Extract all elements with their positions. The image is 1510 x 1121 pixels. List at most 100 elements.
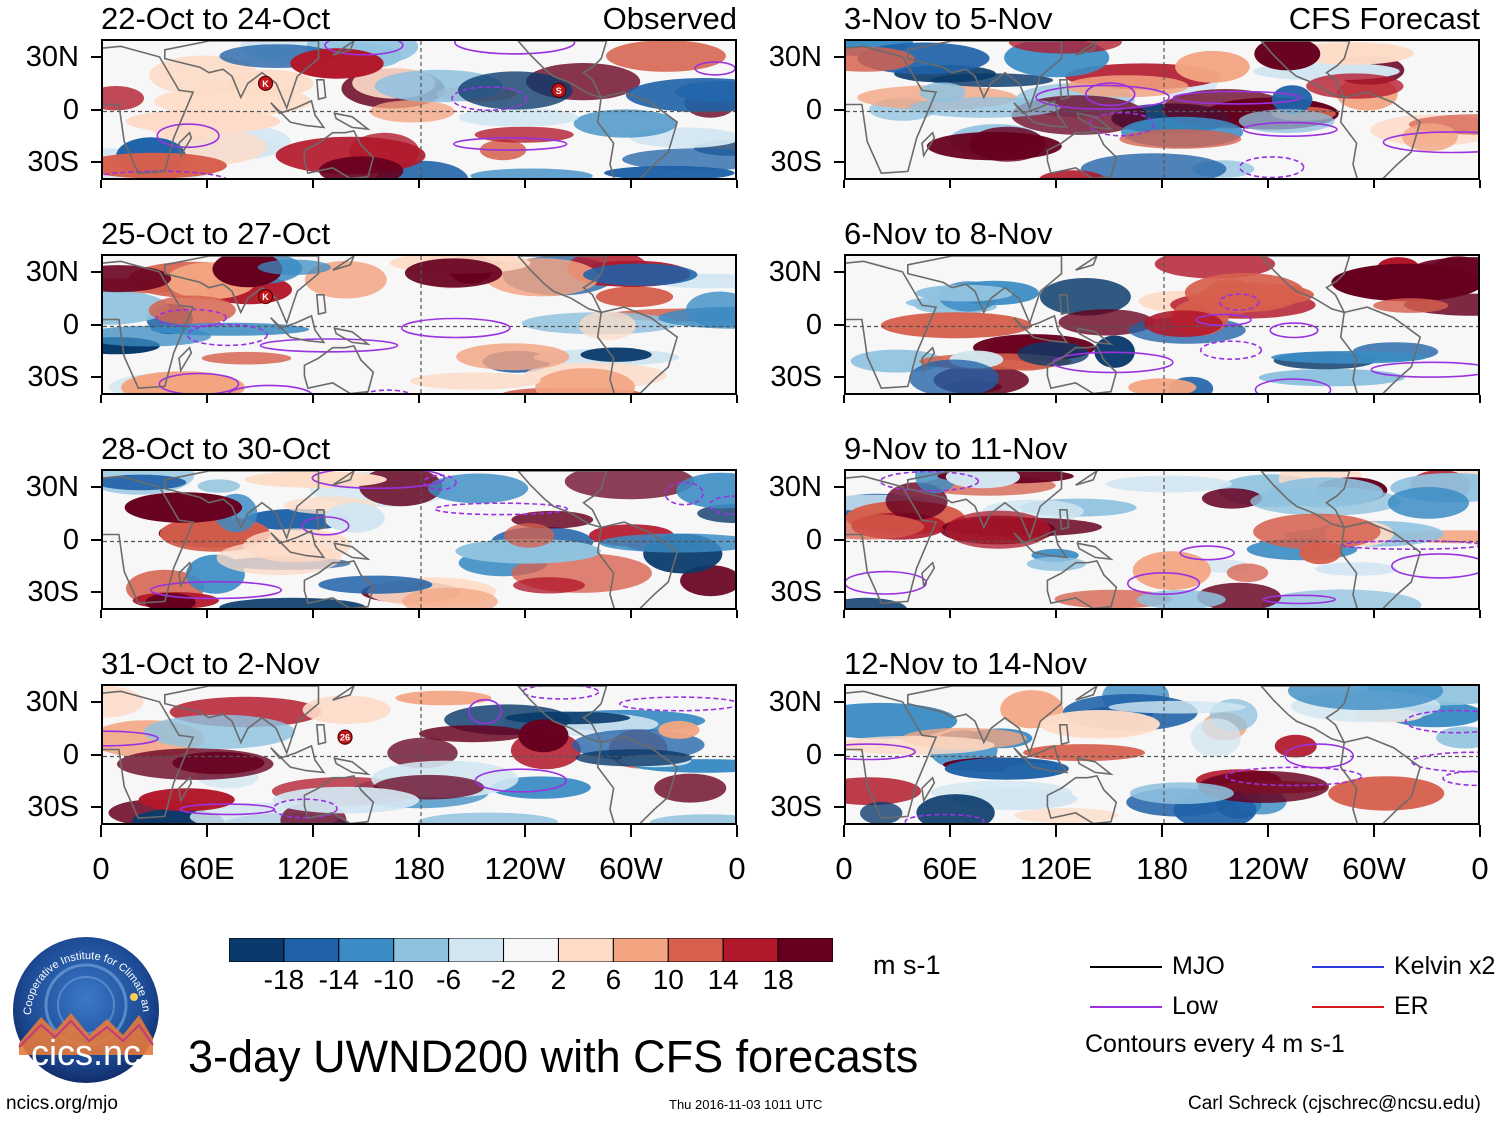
- lon-tick: [100, 610, 102, 618]
- lon-tick: [312, 395, 314, 403]
- lat-tick-label: 30S: [27, 146, 79, 179]
- coastline: [270, 744, 326, 774]
- panel-title: 9-Nov to 11-Nov: [844, 431, 1068, 466]
- low-contour: [1035, 84, 1170, 110]
- lon-tick: [1479, 395, 1481, 403]
- coastline: [1339, 91, 1422, 178]
- coastline: [596, 306, 679, 393]
- low-contour: [158, 372, 240, 393]
- anomaly-blob: [470, 168, 593, 178]
- lat-tick-label: 30S: [27, 361, 79, 394]
- anomaly-blob: [880, 312, 1032, 339]
- colorbar-swatch: [338, 937, 395, 963]
- lon-tick: [100, 180, 102, 188]
- anomaly-blob: [1119, 129, 1242, 149]
- lon-tick: [100, 825, 102, 837]
- website-link[interactable]: ncics.org/mjo: [6, 1093, 118, 1114]
- anomaly-blob: [318, 575, 433, 594]
- lat-tick-label: 30N: [25, 470, 79, 503]
- anomaly-blob: [916, 794, 995, 823]
- legend-label: Kelvin x2: [1394, 952, 1496, 980]
- coastline: [178, 561, 193, 588]
- anomaly-blob: [1226, 563, 1269, 583]
- anomaly-blob: [154, 86, 312, 117]
- map-canvas: K: [103, 256, 735, 393]
- lon-tick-label: 120W: [1227, 851, 1309, 886]
- low-contour: [1242, 121, 1338, 137]
- coastline: [103, 45, 195, 175]
- coastline: [921, 561, 936, 588]
- coastline: [1075, 471, 1098, 486]
- colorbar-swatch: [722, 937, 779, 963]
- lat-tick: [91, 270, 101, 273]
- low-contour: [1179, 545, 1235, 561]
- coastline: [596, 91, 679, 178]
- coastline: [303, 774, 375, 823]
- lon-tick-label: 120E: [276, 851, 350, 886]
- low-contour: [400, 317, 511, 339]
- low-contour: [521, 686, 600, 700]
- colorbar-swatch: [228, 937, 285, 963]
- lon-tick: [418, 610, 420, 618]
- low-contour: [324, 41, 404, 56]
- anomaly-blob: [219, 597, 367, 608]
- low-contour: [149, 580, 283, 600]
- low-contour: [1195, 313, 1252, 327]
- coastline: [270, 529, 326, 559]
- map-panel: 26: [101, 684, 737, 825]
- low-contour: [179, 803, 276, 816]
- anomaly-blob: [1315, 562, 1398, 576]
- anomaly-blob: [969, 126, 1046, 162]
- lat-tick-label: 30N: [768, 470, 822, 503]
- lon-tick-label: 0: [835, 851, 853, 886]
- coastline: [333, 542, 371, 561]
- lon-tick: [1267, 180, 1269, 188]
- panel-title: 3-Nov to 5-Nov: [844, 1, 1053, 36]
- anomaly-blob: [1238, 109, 1335, 133]
- lon-tick: [630, 180, 632, 188]
- lon-tick-label: 60W: [599, 851, 663, 886]
- low-contour: [1284, 743, 1354, 769]
- svg-text:26: 26: [340, 733, 350, 743]
- lon-tick: [843, 395, 845, 403]
- lon-tick: [524, 610, 526, 618]
- lat-tick-label: 0: [62, 523, 79, 556]
- coastline: [1076, 542, 1114, 561]
- storm-marker: K: [257, 288, 274, 305]
- lon-tick: [843, 610, 845, 618]
- map-panel: [101, 469, 737, 610]
- lon-tick: [630, 825, 632, 837]
- coastline: [315, 723, 327, 746]
- map-canvas: [103, 471, 735, 608]
- lon-tick-label: 60E: [179, 851, 235, 886]
- anomaly-blob: [606, 41, 726, 72]
- colorbar-swatch: [557, 937, 614, 963]
- svg-text:K: K: [262, 79, 269, 89]
- coastline: [906, 256, 1063, 326]
- lon-tick: [1373, 610, 1375, 618]
- colorbar-label: -2: [491, 964, 516, 995]
- anomaly-blob: [504, 523, 555, 548]
- lon-tick: [1161, 180, 1163, 188]
- anomaly-blob: [1108, 700, 1246, 714]
- anomaly-blob: [1271, 351, 1427, 364]
- lat-tick: [834, 161, 844, 164]
- lat-tick: [91, 323, 101, 326]
- lon-tick: [1161, 610, 1163, 618]
- panel-tag: CFS Forecast: [1288, 1, 1480, 36]
- lon-tick: [949, 180, 951, 188]
- lon-tick: [418, 395, 420, 403]
- lon-tick: [1479, 610, 1481, 618]
- lat-tick-label: 30S: [770, 576, 822, 609]
- anomaly-blob: [1412, 257, 1478, 281]
- lat-tick-label: 30N: [25, 40, 79, 73]
- low-contour: [664, 481, 704, 506]
- colorbar-swatch: [667, 937, 724, 963]
- coastline: [906, 686, 1063, 756]
- anomaly-blob: [595, 286, 674, 308]
- lat-tick-label: 0: [805, 308, 822, 341]
- colorbar-label: 14: [707, 964, 739, 995]
- lat-tick: [91, 108, 101, 111]
- lon-tick-label: 60E: [922, 851, 978, 886]
